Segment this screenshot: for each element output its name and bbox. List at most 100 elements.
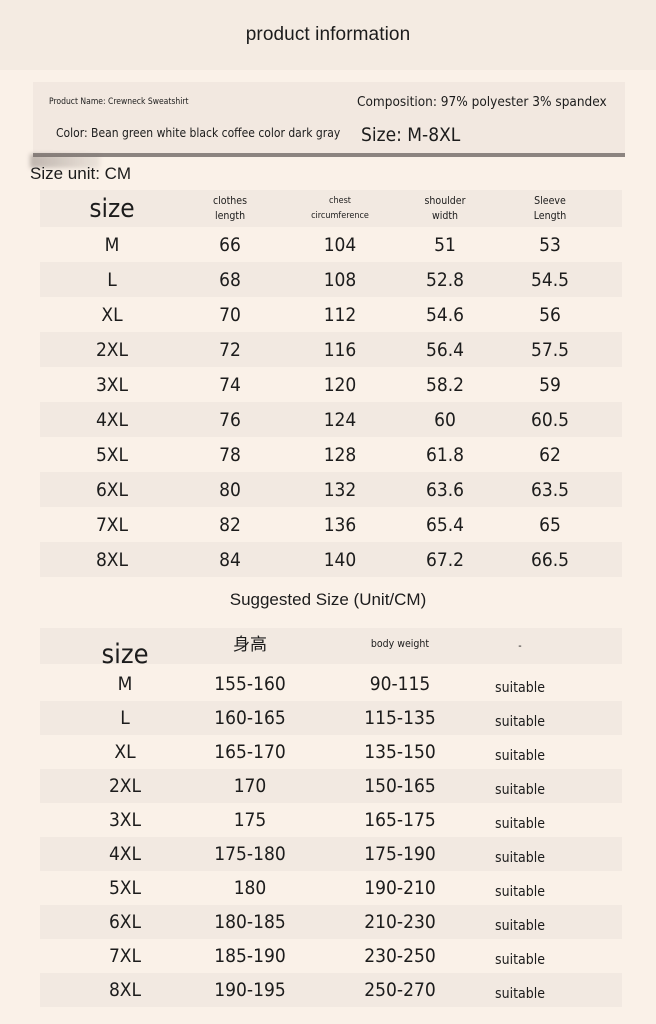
table-row: 6XL 80 132 63.6 63.5 [40,472,622,507]
value-cell: 57.5 [530,338,570,361]
value-cell: 56.4 [425,338,465,361]
value-cell: 66.5 [530,548,570,571]
size-cell: 4XL [95,408,129,431]
size-cell: M [117,673,133,695]
value-cell: 67.2 [425,548,465,571]
composition: Composition: 97% polyester 3% spandex [357,94,607,110]
table-row: 8XL 190-195 250-270 suitable [40,973,622,1007]
value-cell: 65.4 [425,513,465,536]
header-body-weight: body weight [370,638,430,650]
suggested-header-row: size 身高 body weight - [40,628,622,670]
value-cell: 82 [219,513,241,536]
value-cell: 54.5 [530,268,570,291]
size-cell: 7XL [108,945,142,967]
value-cell: 56 [539,303,561,326]
value-cell: 68 [219,268,241,291]
value-cell: 185-190 [214,945,286,967]
header-clothes-length: clothes length [185,190,275,227]
header-clothes-length-text: clothes length [212,194,248,222]
suggested-size-title: Suggested Size (Unit/CM) [229,590,427,609]
value-cell: 80 [219,478,241,501]
header-size: size [101,638,149,670]
size-cell: 7XL [95,513,129,536]
header-band: product information [0,0,656,70]
value-cell: 160-165 [214,707,286,729]
value-cell: 63.6 [425,478,465,501]
suitable-cell: suitable [495,714,545,730]
product-info-box: Product Name: Crewneck Sweatshirt Compos… [33,82,625,157]
value-cell: 104 [323,233,357,256]
size-unit-label: Size unit: CM [30,164,132,183]
header-sleeve-length: Sleeve Length [505,190,595,227]
table-row: L 68 108 52.8 54.5 [40,262,622,297]
value-cell: 65 [539,513,561,536]
value-cell: 135-150 [364,741,436,763]
table-row: XL 165-170 135-150 suitable [40,735,622,769]
value-cell: 250-270 [364,979,436,1001]
value-cell: 61.8 [425,443,465,466]
header-height: 身高 [233,634,267,655]
value-cell: 53 [539,233,561,256]
value-cell: 165-170 [214,741,286,763]
value-cell: 165-175 [364,809,436,831]
size-cell: 3XL [95,373,129,396]
table-row: 3XL 74 120 58.2 59 [40,367,622,402]
table-row: 3XL 175 165-175 suitable [40,803,622,837]
suitable-cell: suitable [495,748,545,764]
measurement-header-row: size clothes length chest circumference … [40,190,622,227]
value-cell: 155-160 [214,673,286,695]
value-cell: 140 [323,548,357,571]
value-cell: 180-185 [214,911,286,933]
header-dash: - [518,640,522,652]
header-chest-circumference-text: chest circumference [311,195,369,221]
value-cell: 175-190 [364,843,436,865]
table-row: M 155-160 90-115 suitable [40,667,622,701]
value-cell: 84 [219,548,241,571]
page-title: product information [245,24,411,45]
size-cell: L [107,268,117,291]
size-cell: 5XL [108,877,142,899]
value-cell: 124 [323,408,357,431]
suitable-cell: suitable [495,884,545,900]
value-cell: 72 [219,338,241,361]
header-shoulder-width-text: shoulder width [424,194,466,222]
value-cell: 175 [233,809,267,831]
size-cell: 8XL [95,548,129,571]
suitable-cell: suitable [495,918,545,934]
table-row: L 160-165 115-135 suitable [40,701,622,735]
size-cell: L [120,707,130,729]
value-cell: 59 [539,373,561,396]
value-cell: 115-135 [364,707,436,729]
size-cell: 2XL [95,338,129,361]
table-row: 6XL 180-185 210-230 suitable [40,905,622,939]
size-cell: 2XL [108,775,142,797]
value-cell: 230-250 [364,945,436,967]
value-cell: 90-115 [369,673,431,695]
value-cell: 58.2 [425,373,465,396]
product-name: Product Name: Crewneck Sweatshirt [49,97,189,107]
size-cell: 6XL [108,911,142,933]
value-cell: 210-230 [364,911,436,933]
size-cell: 4XL [108,843,142,865]
value-cell: 120 [323,373,357,396]
value-cell: 63.5 [530,478,570,501]
table-row: 5XL 180 190-210 suitable [40,871,622,905]
header-chest-circumference: chest circumference [295,190,385,227]
table-row: XL 70 112 54.6 56 [40,297,622,332]
value-cell: 190-210 [364,877,436,899]
header-size: size [89,193,135,224]
size-cell: XL [101,303,123,326]
value-cell: 62 [539,443,561,466]
value-cell: 76 [219,408,241,431]
suitable-cell: suitable [495,986,545,1002]
size-cell: 6XL [95,478,129,501]
value-cell: 180 [233,877,267,899]
value-cell: 190-195 [214,979,286,1001]
color-options: Color: Bean green white black coffee col… [56,126,341,140]
value-cell: 51 [434,233,456,256]
size-cell: M [104,233,120,256]
value-cell: 150-165 [364,775,436,797]
value-cell: 60 [434,408,456,431]
blurred-watermark [30,154,100,168]
value-cell: 66 [219,233,241,256]
